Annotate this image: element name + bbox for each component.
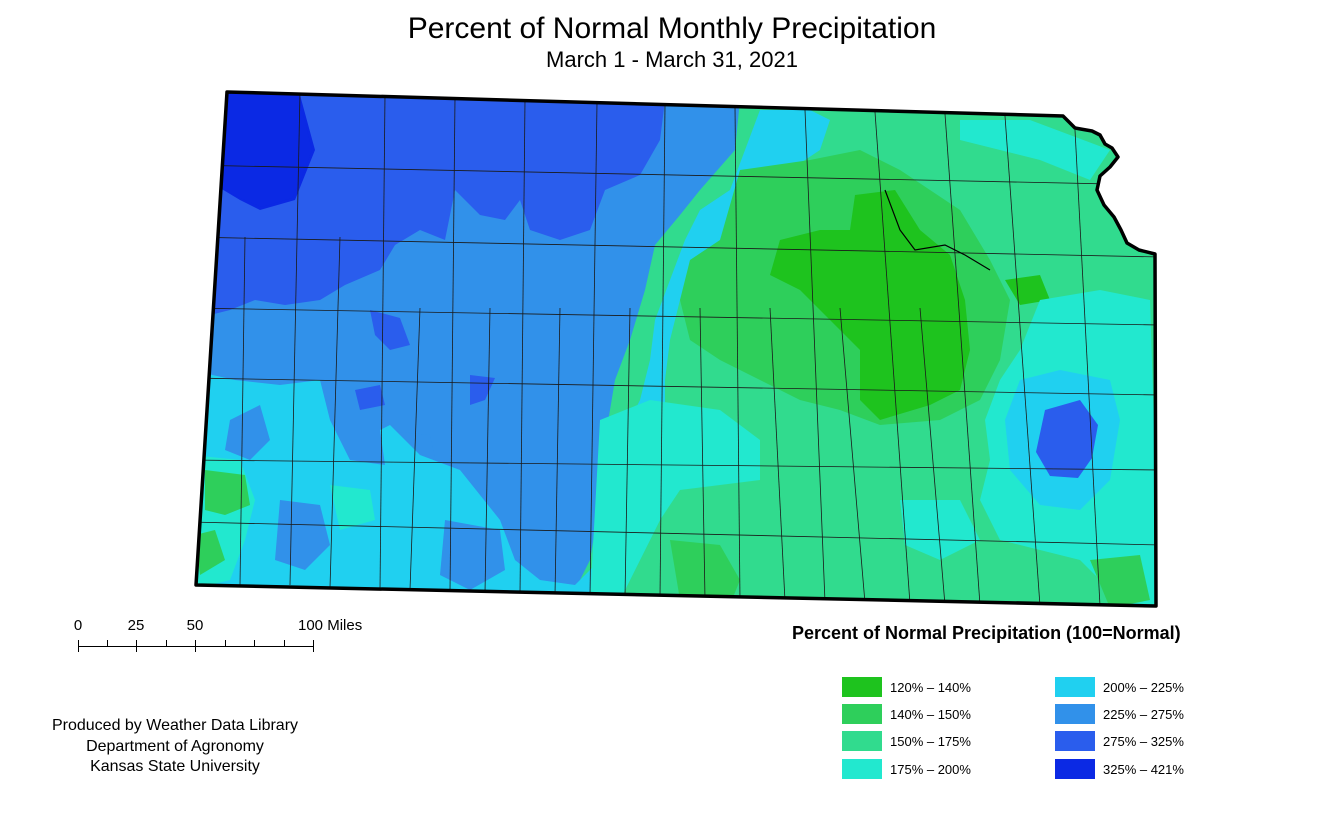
credit-line: Department of Agronomy [86,737,264,755]
scale-tick [195,640,196,652]
scale-bar: 0 25 50 100 Miles [62,614,392,664]
scale-tick [225,640,226,646]
legend-label: 200% – 225% [1103,680,1184,695]
legend-title: Percent of Normal Precipitation (100=Nor… [792,623,1181,643]
legend-label: 140% – 150% [890,707,971,722]
precipitation-zones [196,92,1156,606]
scale-tick-label: 25 [127,617,145,634]
legend-label: 150% – 175% [890,734,971,749]
legend-swatch [1055,759,1095,779]
zone-275-325 [370,310,410,350]
zone-225-275 [440,520,505,590]
zone-175-200 [960,120,1110,180]
scale-end-label: 100 Miles [298,617,363,634]
scale-line [78,646,314,647]
credits: Produced by Weather Data Library Departm… [20,716,330,778]
zone-140-150 [196,530,225,575]
legend-swatch [842,759,882,779]
zone-275-325 [1036,400,1098,478]
scale-tick [136,640,137,652]
legend-swatch [1055,704,1095,724]
credit-line: Kansas State University [90,758,260,775]
zone-140-150 [1090,555,1150,606]
zone-120-140 [770,190,970,420]
scale-tick-label: 0 [73,617,83,634]
legend-label: 275% – 325% [1103,734,1184,749]
zone-175-200 [590,400,760,600]
scale-tick [313,640,314,652]
zone-225-275 [275,500,330,570]
map-subtitle: March 1 - March 31, 2021 [546,47,798,72]
legend-label: 325% – 421% [1103,762,1184,777]
kansas-river [884,189,991,271]
scale-tick [78,640,79,652]
zone-225-275 [225,405,270,460]
legend-swatch [842,677,882,697]
map-title: Percent of Normal Monthly Precipitation [407,12,937,45]
scale-tick [254,640,255,646]
scale-tick [284,640,285,646]
zone-325-421 [196,92,312,207]
legend-label: 225% – 275% [1103,707,1184,722]
zone-120-140 [1005,275,1050,305]
zone-175-200 [900,500,980,560]
scale-tick [166,640,167,646]
legend-label: 175% – 200% [890,762,971,777]
kansas-state-outline [194,90,1158,608]
zone-175-200 [330,485,375,530]
zone-140-150 [670,540,740,605]
county-boundaries [196,92,1156,606]
legend-swatch [1055,677,1095,697]
zone-275-325 [355,385,385,410]
credit-line: Produced by Weather Data Library [51,717,299,734]
legend-swatch [842,704,882,724]
legend-swatch [842,731,882,751]
zone-140-150 [205,470,250,515]
legend-swatch [1055,731,1095,751]
scale-tick-label: 50 [186,617,204,634]
legend-label: 120% – 140% [890,680,971,695]
scale-tick [107,640,108,646]
